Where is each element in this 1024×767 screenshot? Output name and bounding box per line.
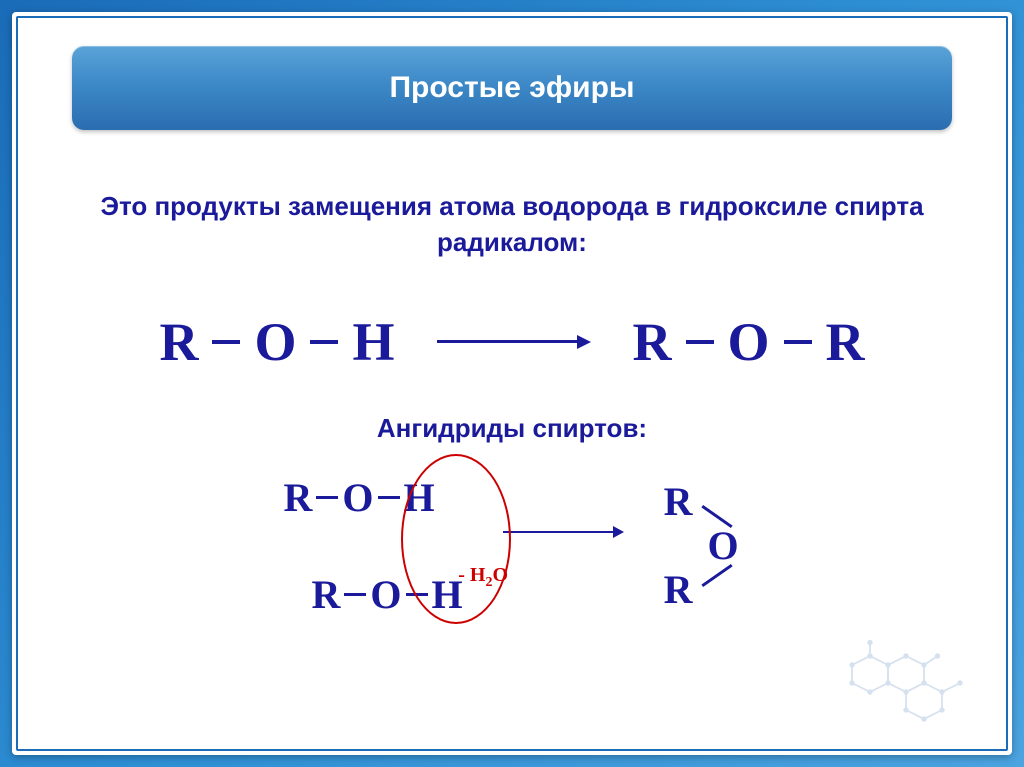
- atom: O: [342, 474, 373, 521]
- reaction-arrow-small: [503, 526, 624, 538]
- bond: [378, 496, 400, 499]
- byproduct-label: - H2O: [458, 564, 508, 591]
- atom: R: [664, 476, 693, 528]
- anhydride-reaction: R O H R O H: [58, 474, 966, 618]
- bond: [344, 593, 366, 596]
- atom: R: [633, 311, 672, 373]
- page-title: Простые эфиры: [389, 71, 634, 105]
- atom: R: [311, 571, 340, 618]
- bond: [784, 340, 812, 344]
- bond: [316, 496, 338, 499]
- bond: [310, 340, 338, 344]
- atom: H: [404, 474, 435, 521]
- definition-text: Это продукты замещения атома водорода в …: [58, 188, 966, 261]
- bond: [406, 593, 428, 596]
- bond: [686, 340, 714, 344]
- bond: [701, 564, 732, 587]
- reactants: R O H R O H: [283, 474, 462, 618]
- atom: H: [352, 311, 394, 373]
- reaction-arrow: [437, 335, 591, 349]
- atom: O: [254, 311, 296, 373]
- molecule-watermark-icon: [816, 628, 996, 743]
- outer-frame: Простые эфиры Это продукты замещения ато…: [12, 12, 1012, 755]
- product-ether: R O R: [664, 476, 741, 616]
- molecule-top: R O H: [283, 474, 462, 521]
- atom: R: [283, 474, 312, 521]
- substitution-formula: R O H R O R: [58, 311, 966, 373]
- anhydride-label: Ангидриды спиртов:: [58, 413, 966, 444]
- atom: R: [664, 564, 693, 616]
- atom: O: [728, 311, 770, 373]
- atom: R: [159, 311, 198, 373]
- molecule-bottom: R O H: [311, 571, 462, 618]
- atom: O: [370, 571, 401, 618]
- atom: R: [826, 311, 865, 373]
- header-bar: Простые эфиры: [72, 46, 952, 130]
- bond: [212, 340, 240, 344]
- inner-frame: Простые эфиры Это продукты замещения ато…: [16, 16, 1008, 751]
